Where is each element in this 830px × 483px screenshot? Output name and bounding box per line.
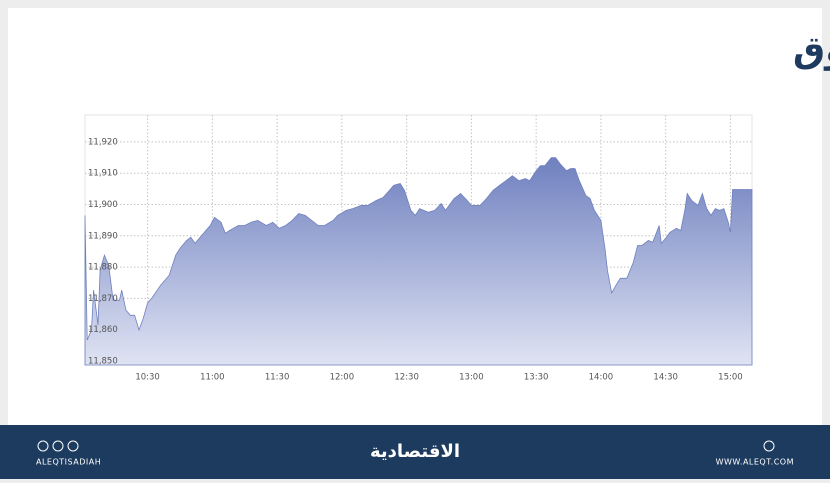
social-icons: [37, 440, 775, 452]
chart-title: مؤشر السوق: [793, 30, 830, 71]
x-tick-label: 12:30: [394, 373, 419, 383]
area: [84, 157, 753, 366]
y-tick-label: 11,880: [88, 263, 118, 273]
x-tick-label: 11:00: [200, 373, 225, 383]
x-tick-label: 14:00: [589, 373, 614, 383]
x-tick-label: 13:30: [524, 373, 549, 383]
footer-handle: ALEQTISADIAH: [36, 458, 101, 467]
y-tick-label: 11,890: [88, 231, 118, 241]
x-tick-label: 12:00: [330, 373, 355, 383]
footer-bar: [0, 425, 830, 479]
y-tick-label: 11,920: [88, 137, 118, 147]
y-tick-label: 11,900: [88, 200, 118, 210]
footer-logo: الاقتصادية: [370, 441, 460, 462]
footer-website: WWW.ALEQT.COM: [716, 458, 794, 467]
y-tick-label: 11,910: [88, 169, 118, 179]
y-tick-label: 11,850: [88, 356, 118, 366]
y-tick-label: 11,860: [88, 325, 118, 335]
x-tick-label: 13:00: [459, 373, 484, 383]
x-tick-label: 11:30: [265, 373, 290, 383]
x-tick-label: 15:00: [718, 373, 743, 383]
x-tick-label: 10:30: [135, 373, 160, 383]
y-tick-label: 11,870: [88, 294, 118, 304]
x-tick-label: 14:30: [653, 373, 678, 383]
